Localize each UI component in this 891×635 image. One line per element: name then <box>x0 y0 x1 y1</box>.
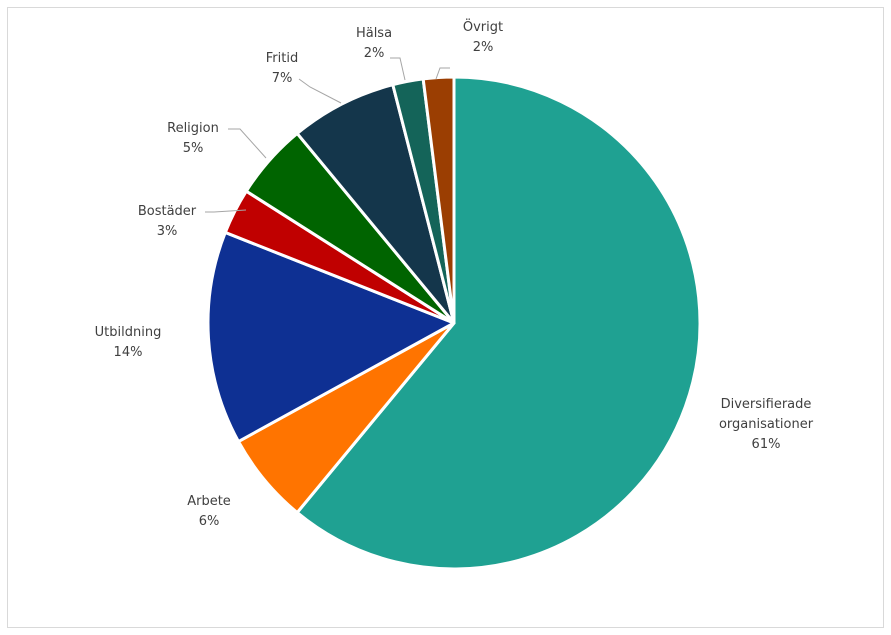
pie-slice-ovrigt <box>421 75 456 325</box>
data-label-ovrigt: Övrigt 2% <box>463 18 503 55</box>
data-label-arbete: Arbete 6% <box>187 494 231 529</box>
leader-line-bostader <box>205 209 247 213</box>
leader-line-fritid <box>298 78 342 104</box>
data-label-halsa: Hälsa 2% <box>356 26 392 61</box>
data-label-religion: Religion 5% <box>167 121 219 156</box>
data-labels: Diversifierade organisationer 61% Arbete 6% U… <box>95 18 814 529</box>
leader-line-religion <box>228 128 267 159</box>
data-label-utbildning: Utbildning 14% <box>95 325 162 360</box>
data-label-diversifierade-organisationer: Diversifierade organisationer 61% <box>719 397 814 452</box>
data-label-bostader: Bostäder 3% <box>138 204 197 239</box>
leader-line-halsa <box>390 57 406 81</box>
pie-slice-diversifierade-organisationer <box>295 75 702 571</box>
data-label-fritid: Fritid 7% <box>266 51 298 86</box>
pie-slices <box>206 75 702 571</box>
leader-lines <box>205 57 450 213</box>
pie-slice-fritid <box>295 83 456 325</box>
leader-line-ovrigt <box>435 67 450 80</box>
pie-slice-utbildning <box>206 230 456 444</box>
